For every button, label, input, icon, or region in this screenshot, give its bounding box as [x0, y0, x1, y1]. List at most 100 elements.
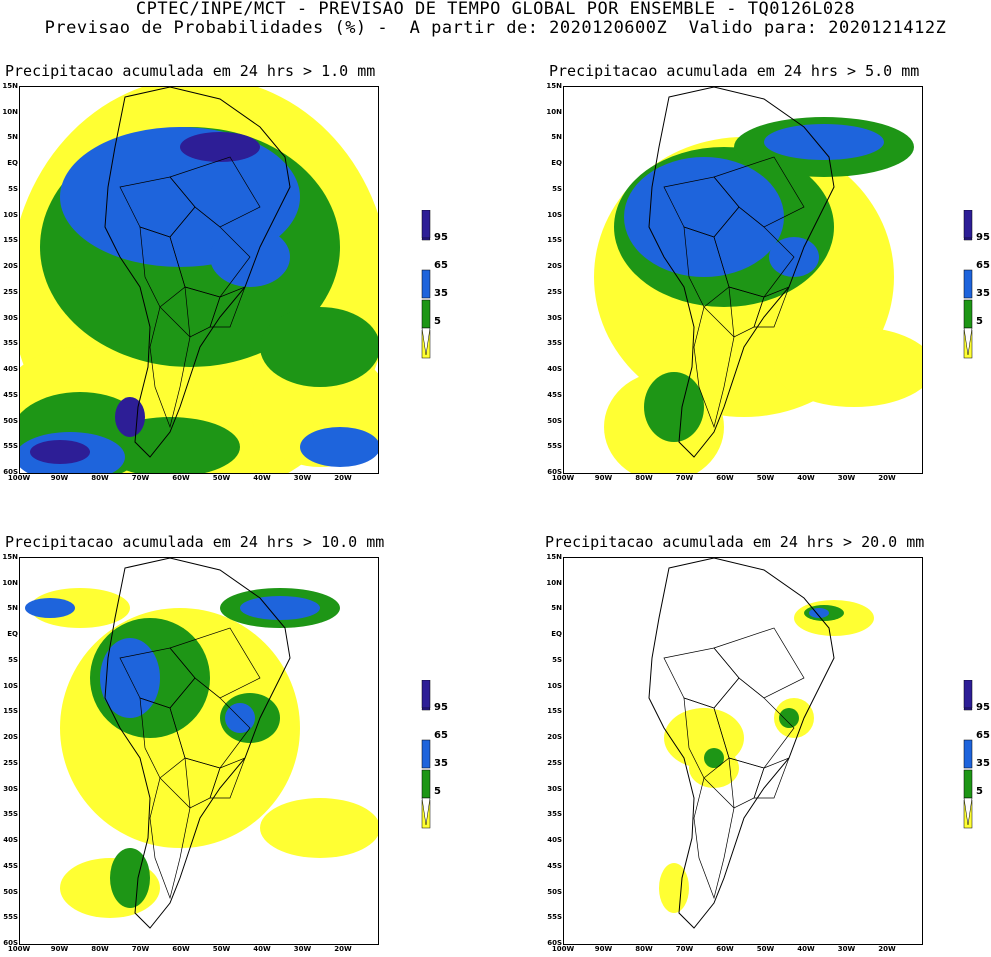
latitude-tick-label: 40S [547, 365, 562, 374]
latitude-tick-label: 35S [3, 810, 18, 819]
latitude-tick-label: 60S [547, 939, 562, 947]
longitude-tick-label: 40W [797, 945, 815, 953]
colorbar-label: 35 [976, 288, 990, 299]
country-border [683, 697, 730, 779]
precip-area-c5 [659, 863, 689, 913]
country-border [713, 627, 805, 699]
precip-probability-map [25, 558, 378, 929]
colorbar-label: 5 [976, 786, 983, 797]
latitude-tick-label: 35S [3, 339, 18, 348]
panel-1-map [19, 86, 379, 474]
country-border [169, 627, 261, 699]
latitude-tick-label: 5N [551, 133, 562, 142]
latitude-tick-label: 10N [2, 578, 18, 587]
latitude-tick-label: EQ [551, 630, 562, 639]
panel-2-map [563, 86, 923, 474]
coastline [648, 558, 835, 929]
latitude-tick-label: 5N [7, 604, 18, 613]
longitude-tick-label: 60W [716, 474, 734, 482]
colorbar-label: 5 [976, 316, 983, 327]
latitude-tick-label: 25S [547, 287, 562, 296]
latitude-tick-label: 20S [3, 262, 18, 271]
precip-area-c5 [30, 588, 130, 628]
colorbar-label: 35 [976, 758, 990, 769]
longitude-tick-label: 90W [50, 945, 69, 953]
longitude-tick-label: 30W [837, 945, 856, 953]
latitude-tick-label: 55S [547, 442, 562, 451]
latitude-tick-label: 40S [547, 836, 562, 845]
longitude-tick-label: 50W [212, 474, 231, 482]
latitude-tick-label: 10N [2, 107, 18, 116]
colorbar-segment-c95 [963, 679, 973, 709]
longitude-tick-label: 100W [7, 945, 31, 953]
latitude-tick-label: EQ [7, 630, 18, 639]
longitude-tick-label: 20W [334, 474, 352, 482]
colorbar-label: 95 [434, 232, 448, 243]
longitude-tick-label: 100W [7, 474, 31, 482]
colorbar-graphic [421, 679, 431, 829]
country-border [683, 226, 730, 308]
panel-3-colorbar: 95 65 35 5 [420, 679, 460, 830]
latitude-tick-label: 45S [547, 390, 562, 399]
latitude-tick-label: 30S [547, 784, 562, 793]
latitude-tick-label: 40S [3, 365, 18, 374]
latitude-tick-label: 25S [3, 287, 18, 296]
coastline [104, 87, 291, 458]
header-subtitle: Previsao de Probabilidades (%) - A parti… [44, 18, 947, 38]
latitude-tick-label: 5S [552, 655, 562, 664]
coastline [648, 87, 835, 458]
latitude-tick-label: 10N [546, 578, 562, 587]
colorbar-label: 65 [976, 260, 990, 271]
colorbar-segment-c65 [963, 269, 973, 299]
longitude-tick-label: 20W [878, 474, 896, 482]
figure-header: CPTEC/INPE/MCT - PREVISAO DE TEMPO GLOBA… [0, 0, 991, 38]
latitude-tick-label: 60S [3, 468, 18, 476]
latitude-tick-label: EQ [7, 159, 18, 168]
longitude-tick-label: 90W [50, 474, 69, 482]
latitude-tick-label: 50S [3, 887, 18, 896]
panel-1-colorbar: 95 65 35 5 [420, 209, 460, 360]
country-border [693, 777, 735, 900]
precip-area-c65 [25, 598, 75, 618]
colorbar-segment-c95 [421, 679, 431, 709]
colorbar-label: 95 [976, 702, 990, 713]
longitude-tick-label: 30W [293, 945, 312, 953]
colorbar-label: 65 [434, 260, 448, 271]
precip-probability-map [594, 87, 922, 473]
latitude-tick-label: 15S [547, 707, 562, 716]
colorbar-segment-c65 [421, 739, 431, 769]
latitude-tick-label: 10S [547, 681, 562, 690]
colorbar-segment-c95 [421, 209, 431, 239]
panel-1-title: Precipitacao acumulada em 24 hrs > 1.0 m… [5, 62, 376, 80]
latitude-tick-label: 15N [2, 82, 18, 90]
latitude-tick-label: 30S [547, 313, 562, 322]
country-border [693, 306, 735, 429]
country-border [713, 156, 805, 228]
longitude-tick-label: 40W [253, 945, 271, 953]
longitude-tick-label: 60W [172, 945, 190, 953]
latitude-tick-label: 60S [547, 468, 562, 476]
longitude-tick-label: 60W [172, 474, 190, 482]
panel-3-title: Precipitacao acumulada em 24 hrs > 10.0 … [5, 533, 385, 551]
precip-area-c65 [764, 124, 884, 160]
latitude-tick-label: 20S [3, 733, 18, 742]
panel-2-colorbar: 95 65 35 5 [962, 209, 991, 360]
longitude-tick-label: 80W [635, 474, 653, 482]
precip-probability-map [20, 87, 378, 473]
latitude-tick-label: 25S [547, 758, 562, 767]
country-border [209, 757, 246, 799]
latitude-tick-label: 15N [546, 82, 562, 90]
latitude-tick-label: 15S [3, 236, 18, 245]
precip-area-c95 [115, 397, 145, 437]
colorbar-label: 65 [976, 730, 990, 741]
precip-area-c5 [774, 327, 922, 407]
country-border [753, 286, 790, 328]
latitude-tick-label: 55S [3, 442, 18, 451]
latitude-tick-label: 30S [3, 313, 18, 322]
longitude-tick-label: 40W [797, 474, 815, 482]
longitude-tick-label: 100W [551, 474, 575, 482]
colorbar-label: 5 [434, 786, 441, 797]
latitude-tick-label: 55S [547, 913, 562, 922]
latitude-tick-label: 15S [547, 236, 562, 245]
latitude-tick-label: 60S [3, 939, 18, 947]
